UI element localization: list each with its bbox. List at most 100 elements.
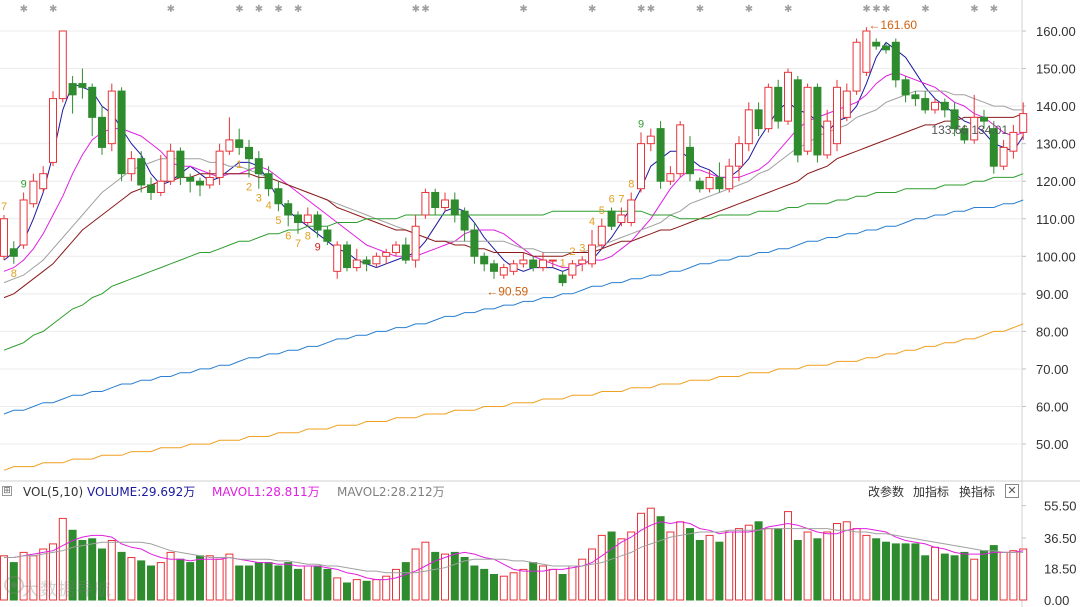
- candle: [686, 136, 694, 182]
- candle-body: [352, 259, 361, 269]
- td-count-label: 6: [285, 230, 291, 242]
- candle-body: [460, 210, 469, 231]
- candle-body: [1019, 113, 1028, 133]
- candle-body: [68, 83, 77, 96]
- signal-star-marker: ✱: [882, 4, 890, 15]
- candle: [931, 98, 939, 114]
- volume-bar: [529, 562, 538, 601]
- candle: [656, 121, 665, 189]
- candle-body: [9, 248, 18, 257]
- candle-body: [568, 263, 577, 276]
- volume-bar: [156, 562, 165, 601]
- volume-bar: [470, 565, 479, 601]
- volume-bar: [842, 521, 851, 601]
- volume-bar: [1009, 550, 1018, 601]
- close-indicator-button[interactable]: ✕: [1005, 484, 1019, 498]
- volume-bar: [872, 538, 881, 601]
- volume-bar: [548, 568, 557, 601]
- volume-tick-label: 0.00: [1044, 593, 1069, 607]
- volume-bar: [568, 565, 577, 601]
- candle-body: [686, 146, 694, 175]
- volume-bar: [666, 531, 675, 601]
- td-count-label: 2: [569, 246, 575, 258]
- td-count-label: 9: [638, 118, 644, 130]
- volume-bar: [911, 543, 920, 601]
- candle-body: [107, 90, 116, 145]
- volume-bar: [186, 562, 195, 601]
- candle-body: [58, 30, 67, 100]
- candle-body: [862, 30, 871, 73]
- volume-value-label: VOLUME:29.692万: [87, 485, 196, 499]
- volume-bar: [284, 562, 293, 601]
- volume-bar: [58, 517, 67, 601]
- candle-body: [744, 109, 753, 145]
- signal-star-marker: ✱: [20, 4, 28, 15]
- mavol1-line: [4, 521, 1024, 581]
- candle-body: [39, 173, 48, 190]
- volume-bar: [88, 538, 97, 601]
- candle: [872, 38, 881, 50]
- volume-bar: [166, 551, 175, 601]
- ma-line-ma60: [3, 173, 1024, 351]
- volume-bar: [989, 545, 998, 601]
- indicator-name: VOL(5,10): [23, 485, 84, 499]
- candle-body: [725, 165, 734, 190]
- candle: [401, 237, 410, 264]
- price-tick-label: 100.00: [1036, 249, 1076, 264]
- td-count-label: 8: [11, 268, 17, 280]
- price-tick-label: 140.00: [1036, 99, 1076, 114]
- candle: [245, 139, 253, 178]
- candle: [480, 252, 489, 272]
- volume-bar: [117, 551, 126, 601]
- candle: [901, 76, 910, 103]
- candle: [460, 207, 469, 242]
- candle: [352, 248, 361, 272]
- candle-body: [607, 210, 616, 227]
- candle-body: [774, 86, 783, 122]
- candle: [588, 230, 596, 268]
- volume-bar: [411, 548, 420, 601]
- volume-bar: [960, 551, 969, 601]
- candle: [607, 207, 616, 231]
- candle-body: [1009, 131, 1018, 152]
- signal-star-marker: ✱: [872, 4, 880, 15]
- switch-indicator-button[interactable]: 换指标: [959, 485, 996, 499]
- td-count-label: 4: [589, 216, 595, 228]
- high-price-annotation: ←161.60: [868, 18, 917, 32]
- volume-bar: [78, 540, 87, 601]
- volume-bar: [558, 574, 567, 601]
- volume-bar: [392, 568, 400, 601]
- add-indicator-button[interactable]: 加指标: [913, 485, 950, 499]
- candle-body: [19, 199, 28, 246]
- candle-body: [715, 176, 724, 190]
- candle-body: [852, 41, 861, 92]
- candle-body: [735, 143, 743, 167]
- candle-body: [127, 158, 136, 175]
- candle-body: [235, 139, 244, 148]
- candle: [754, 102, 763, 137]
- indicator-toggle-icon[interactable]: ⊞: [2, 486, 12, 496]
- volume-bar: [764, 528, 773, 601]
- candle-body: [98, 116, 106, 148]
- candle-body: [49, 98, 57, 163]
- volume-chart[interactable]: 55.50 36.50 18.50 0.00: [0, 482, 1080, 607]
- candle: [695, 177, 704, 193]
- volume-bar: [833, 523, 841, 601]
- last-price-annotation: 133.66 134.01: [931, 123, 1008, 137]
- volume-bar: [0, 555, 8, 601]
- volume-bar: [431, 551, 440, 601]
- candle: [382, 248, 391, 264]
- volume-bar: [882, 541, 890, 601]
- candle: [431, 188, 440, 215]
- candle: [735, 136, 743, 182]
- volume-bar: [705, 534, 714, 601]
- candle: [999, 139, 1008, 170]
- candle: [264, 166, 273, 197]
- edit-params-button[interactable]: 改参数: [868, 485, 905, 499]
- td-count-label: 8: [628, 178, 634, 190]
- price-chart[interactable]: 160.00150.00140.00130.00120.00110.00100.…: [0, 0, 1080, 482]
- candle: [19, 192, 28, 249]
- td-count-label: 6: [609, 193, 615, 205]
- volume-bar: [294, 568, 302, 601]
- candle: [666, 166, 675, 185]
